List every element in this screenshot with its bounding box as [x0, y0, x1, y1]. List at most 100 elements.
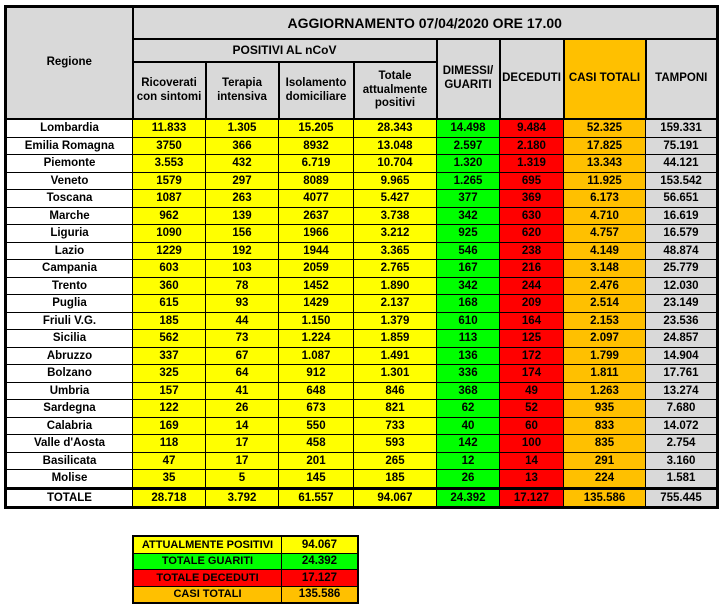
value-cell: 103 — [205, 259, 279, 278]
value-cell: 25.779 — [645, 259, 718, 278]
value-cell: 136 — [436, 346, 500, 365]
value-cell: 145 — [278, 469, 354, 489]
value-cell: 3.365 — [353, 241, 437, 260]
value-cell: 336 — [436, 364, 500, 383]
value-cell: 1579 — [132, 171, 206, 190]
value-cell: 2637 — [278, 206, 354, 225]
table-header: Regione AGGIORNAMENTO 07/04/2020 ORE 17.… — [4, 5, 719, 120]
summary-label: TOTALE GUARITI — [132, 552, 282, 570]
value-cell: 44.121 — [645, 154, 718, 173]
value-cell: 13.048 — [353, 136, 437, 155]
region-name: Calabria — [5, 416, 133, 435]
value-cell: 1966 — [278, 224, 354, 243]
value-cell: 4.149 — [563, 241, 646, 260]
col-group-positivi-ncov: POSITIVI AL nCoV — [131, 38, 438, 63]
value-cell: 1.859 — [353, 329, 437, 348]
value-cell: 47 — [132, 451, 206, 470]
table-row: Abruzzo 337 67 1.087 1.491 136 172 1.799 14.904 — [5, 346, 718, 365]
value-cell: 6.173 — [563, 189, 646, 208]
value-cell: 458 — [278, 434, 354, 453]
col-header-casi-totali: CASI TOTALI — [562, 38, 647, 120]
summary-table: ATTUALMENTE POSITIVI 94.067 TOTALE GUARI… — [132, 535, 359, 604]
value-cell: 23.149 — [645, 294, 718, 313]
table-row: Calabria 169 14 550 733 40 60 833 14.072 — [5, 416, 718, 435]
value-cell: 733 — [353, 416, 437, 435]
value-cell: 40 — [436, 416, 500, 435]
value-cell: 41 — [205, 381, 279, 400]
region-name: Emilia Romagna — [5, 136, 133, 155]
value-cell: 16.579 — [645, 224, 718, 243]
region-name: Basilicata — [5, 451, 133, 470]
value-cell: 49 — [499, 381, 564, 400]
value-cell: 100 — [499, 434, 564, 453]
value-cell: 1.087 — [278, 346, 354, 365]
value-cell: 48.874 — [645, 241, 718, 260]
value-cell: 1429 — [278, 294, 354, 313]
value-cell: 17 — [205, 451, 279, 470]
total-row: TOTALE 28.718 3.792 61.557 94.067 24.392 17.12… — [5, 486, 718, 509]
value-cell: 24.857 — [645, 329, 718, 348]
region-name: Lazio — [5, 241, 133, 260]
table-row: Friuli V.G. 185 44 1.150 1.379 610 164 2.153 23.… — [5, 311, 718, 330]
value-cell: 648 — [278, 381, 354, 400]
value-cell: 122 — [132, 399, 206, 418]
value-cell: 224 — [563, 469, 646, 489]
value-cell: 16.619 — [645, 206, 718, 225]
value-cell: 168 — [436, 294, 500, 313]
value-cell: 2.514 — [563, 294, 646, 313]
col-header-ricoverati-con-sintomi: Ricoverati con sintomi — [131, 61, 207, 120]
col-header-deceduti: DECEDUTI — [498, 38, 565, 120]
value-cell: 13.343 — [563, 154, 646, 173]
value-cell: 1.150 — [278, 311, 354, 330]
summary-value: 24.392 — [281, 552, 359, 570]
value-cell: 56.651 — [645, 189, 718, 208]
value-cell: 17.761 — [645, 364, 718, 383]
value-cell: 11.925 — [563, 171, 646, 190]
value-cell: 610 — [436, 311, 500, 330]
value-cell: 1.319 — [499, 154, 564, 173]
value-cell: 2.476 — [563, 276, 646, 295]
value-cell: 17.825 — [563, 136, 646, 155]
region-name: Valle d'Aosta — [5, 434, 133, 453]
summary-value: 135.586 — [281, 585, 359, 604]
value-cell: 17 — [205, 434, 279, 453]
value-cell: 1.263 — [563, 381, 646, 400]
table-row: Liguria 1090 156 1966 3.212 925 620 4.757 16.579 — [5, 224, 718, 243]
region-name: Friuli V.G. — [5, 311, 133, 330]
value-cell: 164 — [499, 311, 564, 330]
value-cell: 2.180 — [499, 136, 564, 155]
col-header-totale-attualmente-positivi: Totale attualmente positivi — [352, 61, 438, 120]
value-cell: 125 — [499, 329, 564, 348]
value-cell: 8932 — [278, 136, 354, 155]
table-row: Piemonte 3.553 432 6.719 10.704 1.320 1.319 13.… — [5, 154, 718, 173]
value-cell: 1.379 — [353, 311, 437, 330]
summary-label: ATTUALMENTE POSITIVI — [132, 535, 282, 554]
value-cell: 673 — [278, 399, 354, 418]
value-cell: 925 — [436, 224, 500, 243]
table-row: Valle d'Aosta 118 17 458 593 142 100 835 2.754 — [5, 434, 718, 453]
region-name: Liguria — [5, 224, 133, 243]
value-cell: 5.427 — [353, 189, 437, 208]
value-cell: 62 — [436, 399, 500, 418]
value-cell: 153.542 — [645, 171, 718, 190]
value-cell: 14 — [205, 416, 279, 435]
value-cell: 263 — [205, 189, 279, 208]
region-name: Puglia — [5, 294, 133, 313]
summary-row-casi-totali: CASI TOTALI 135.586 — [132, 585, 359, 604]
summary-row-totale-deceduti: TOTALE DECEDUTI 17.127 — [132, 569, 359, 587]
value-cell: 912 — [278, 364, 354, 383]
value-cell: 546 — [436, 241, 500, 260]
value-cell: 75.191 — [645, 136, 718, 155]
regions-tbody: Lombardia 11.833 1.305 15.205 28.343 14.498 9.… — [5, 118, 718, 509]
value-cell: 118 — [132, 434, 206, 453]
total-label: TOTALE — [5, 486, 133, 509]
summary-label: TOTALE DECEDUTI — [132, 569, 282, 587]
value-cell: 291 — [563, 451, 646, 470]
value-cell: 3.160 — [645, 451, 718, 470]
value-cell: 61.557 — [278, 486, 354, 509]
value-cell: 9.484 — [499, 118, 564, 138]
update-banner: AGGIORNAMENTO 07/04/2020 ORE 17.00 — [131, 5, 719, 40]
region-name: Toscana — [5, 189, 133, 208]
value-cell: 44 — [205, 311, 279, 330]
value-cell: 935 — [563, 399, 646, 418]
